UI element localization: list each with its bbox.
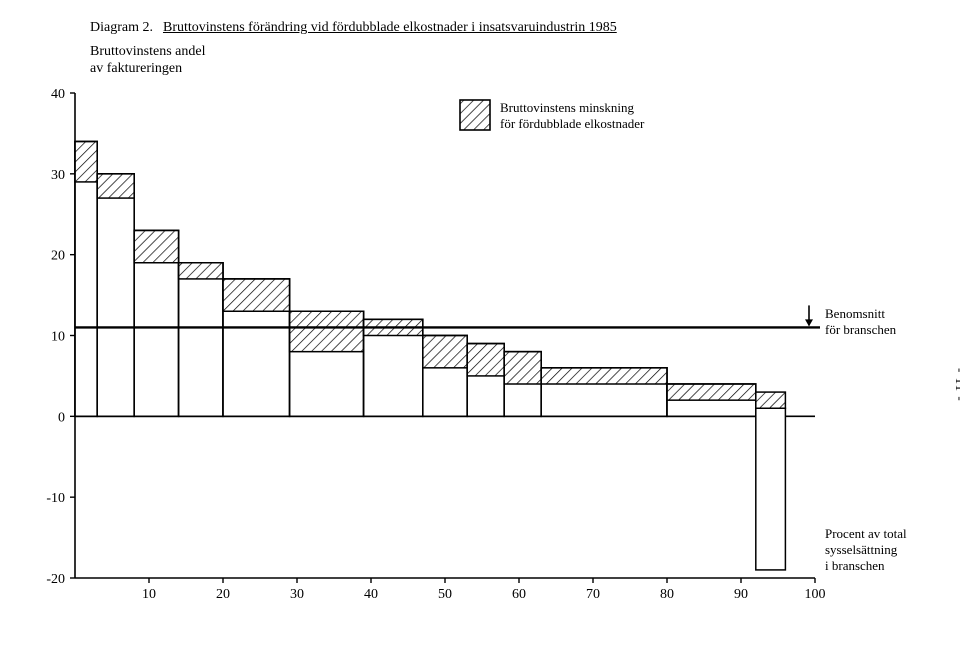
svg-text:40: 40 bbox=[51, 88, 65, 102]
y-label-1: Bruttovinstens andel bbox=[90, 44, 940, 61]
y-axis-label: Bruttovinstens andel av faktureringen bbox=[90, 44, 940, 78]
title-prefix: Diagram 2. bbox=[90, 20, 153, 36]
x-axis-label: Procent av total sysselsättning i bransc… bbox=[825, 526, 907, 575]
svg-text:30: 30 bbox=[51, 167, 65, 182]
svg-text:0: 0 bbox=[58, 410, 65, 425]
page-number: - 11 - bbox=[952, 368, 960, 402]
title: Diagram 2. Bruttovinstens förändring vid… bbox=[90, 20, 940, 36]
legend-text: Bruttovinstens minskning för fördubblade… bbox=[500, 100, 644, 133]
svg-text:10: 10 bbox=[51, 329, 65, 344]
xlab-1: Procent av total bbox=[825, 526, 907, 542]
svg-text:50: 50 bbox=[438, 587, 452, 602]
avg-annotation: Benomsnitt för branschen bbox=[825, 306, 896, 339]
svg-text:80: 80 bbox=[660, 587, 674, 602]
annot-line2: för branschen bbox=[825, 322, 896, 338]
svg-text:40: 40 bbox=[364, 587, 378, 602]
annot-line1: Benomsnitt bbox=[825, 306, 896, 322]
chart-svg: -20 -10 0 10 20 30 40 10 20 30 40 50 60 70 80 90 100 bbox=[20, 88, 940, 608]
diagram-container: Diagram 2. Bruttovinstens förändring vid… bbox=[20, 20, 940, 608]
svg-text:20: 20 bbox=[51, 248, 65, 263]
legend-line2: för fördubblade elkostnader bbox=[500, 116, 644, 132]
svg-text:60: 60 bbox=[512, 587, 526, 602]
svg-text:20: 20 bbox=[216, 587, 230, 602]
svg-text:-10: -10 bbox=[46, 491, 65, 506]
y-label-2: av faktureringen bbox=[90, 61, 940, 78]
svg-text:70: 70 bbox=[586, 587, 600, 602]
xlab-3: i branschen bbox=[825, 558, 907, 574]
svg-text:10: 10 bbox=[142, 587, 156, 602]
svg-text:90: 90 bbox=[734, 587, 748, 602]
legend-line1: Bruttovinstens minskning bbox=[500, 100, 644, 116]
xlab-2: sysselsättning bbox=[825, 542, 907, 558]
svg-text:100: 100 bbox=[805, 587, 826, 602]
chart: -20 -10 0 10 20 30 40 10 20 30 40 50 60 70 80 90 100 Bru… bbox=[20, 88, 940, 608]
title-main: Bruttovinstens förändring vid fördubblad… bbox=[163, 20, 617, 36]
svg-text:30: 30 bbox=[290, 587, 304, 602]
svg-text:-20: -20 bbox=[46, 572, 65, 587]
